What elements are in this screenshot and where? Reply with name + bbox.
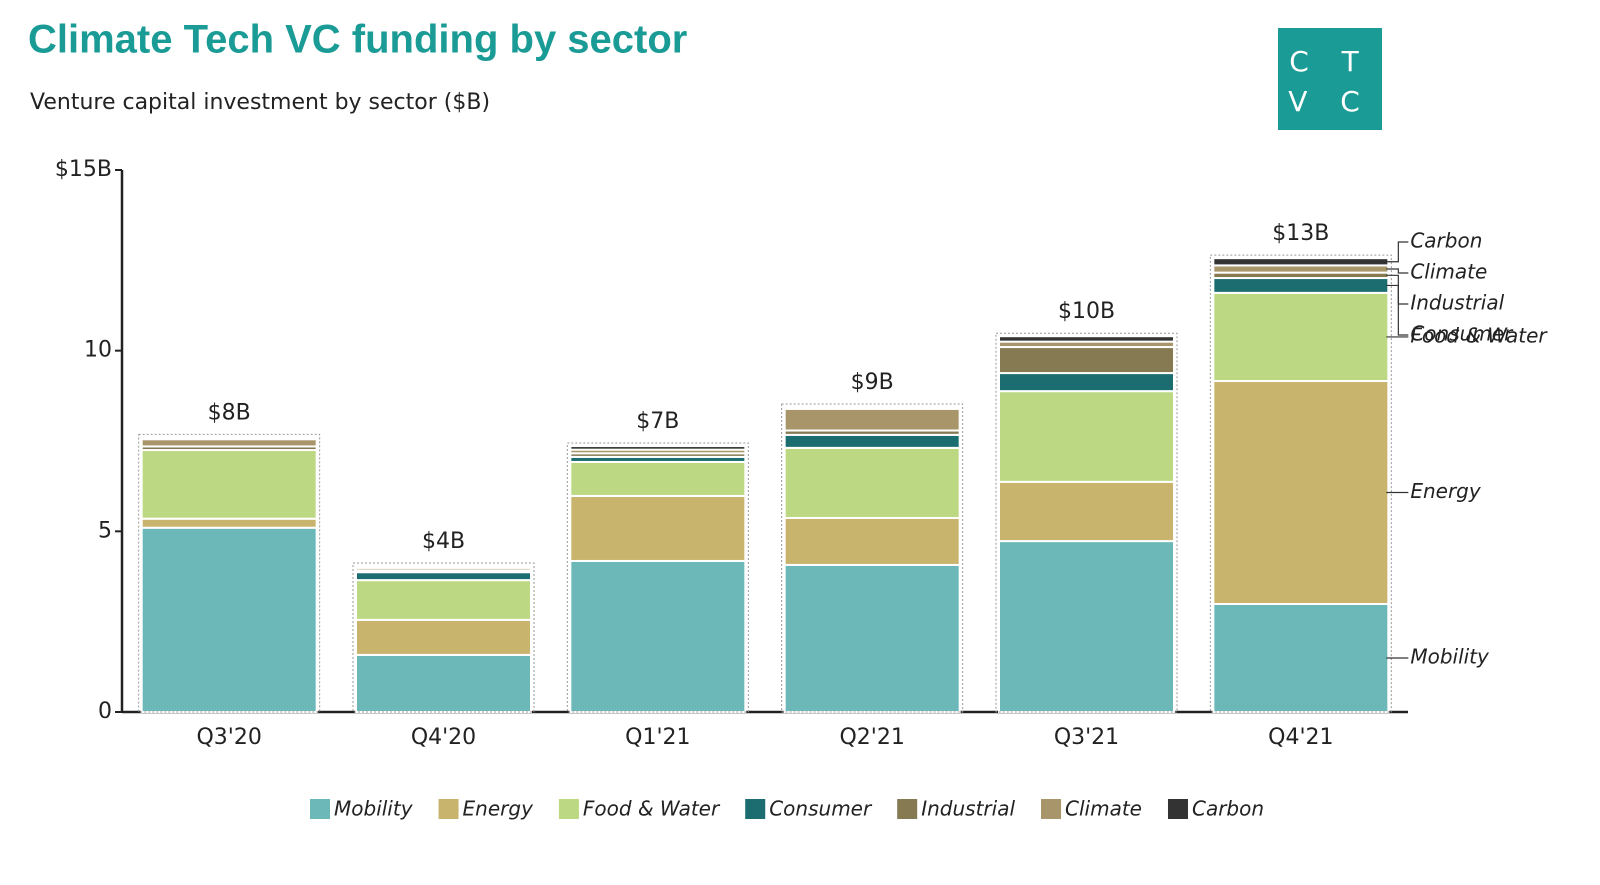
bar-segment — [783, 406, 961, 410]
label-connector — [1386, 268, 1409, 274]
bar-segment — [783, 433, 961, 449]
legend-label: Carbon — [1192, 797, 1264, 821]
legend-swatch — [310, 799, 330, 819]
y-tick-label: 5 — [98, 518, 112, 543]
total-label: $4B — [422, 529, 465, 554]
total-label: $13B — [1272, 221, 1329, 246]
total-label: $7B — [636, 409, 679, 434]
bar-segment — [140, 449, 318, 520]
y-tick-label: 0 — [98, 699, 112, 724]
x-tick-label: Q3'21 — [1054, 725, 1119, 750]
legend-swatch — [438, 799, 459, 819]
legend-swatch — [897, 799, 918, 819]
bar-segment — [140, 526, 318, 713]
label-connector — [1386, 274, 1409, 305]
logo-text: V C — [1288, 85, 1372, 118]
legend-label: Energy — [463, 797, 535, 821]
bar-outline — [138, 433, 321, 713]
bar-segment — [1212, 277, 1390, 294]
series-label: Mobility — [1410, 644, 1490, 668]
legend-swatch — [558, 799, 579, 819]
bar-outline — [1209, 254, 1392, 713]
legend-swatch — [1041, 799, 1062, 819]
bar-segment — [355, 579, 532, 621]
x-tick-label: Q4'21 — [1268, 725, 1333, 750]
legend-label: Climate — [1065, 797, 1142, 821]
legend-swatch — [1167, 799, 1188, 819]
x-tick-label: Q4'20 — [411, 725, 476, 750]
series-label: Consumer — [1410, 322, 1514, 346]
x-tick-label: Q2'21 — [839, 725, 904, 750]
bar-segment — [783, 516, 961, 566]
y-tick-label: $15B — [55, 157, 112, 182]
bar-segment — [355, 618, 532, 656]
chart-title: Climate Tech VC funding by sector — [28, 18, 687, 62]
chart-subtitle: Venture capital investment by sector ($B… — [30, 90, 490, 115]
bar-outline — [352, 562, 535, 713]
bar-segment — [140, 517, 318, 529]
bar-segment — [1212, 291, 1390, 383]
series-label: Industrial — [1410, 291, 1504, 315]
bar-segment — [355, 653, 532, 714]
legend-label: Mobility — [334, 797, 414, 821]
bar-segment — [569, 445, 747, 451]
bar-segment — [1212, 257, 1390, 267]
bar-segment — [998, 335, 1175, 343]
bar-segment — [998, 346, 1175, 375]
bar-segment — [783, 563, 961, 713]
bar-segment — [355, 565, 532, 569]
legend-swatch — [745, 799, 766, 819]
bar-segment — [998, 480, 1175, 543]
bar-segment — [140, 438, 318, 448]
bar-segment — [569, 494, 747, 562]
bar-segment — [355, 571, 532, 582]
bar-segment — [569, 559, 747, 713]
bar-segment — [783, 407, 961, 432]
total-label: $10B — [1058, 299, 1115, 324]
series-label: Energy — [1410, 479, 1482, 503]
label-connector — [1386, 284, 1409, 336]
bar-segment — [569, 460, 747, 497]
logo — [1278, 28, 1382, 130]
x-tick-label: Q1'21 — [625, 725, 690, 750]
y-tick-label: 10 — [84, 338, 112, 363]
bar-segment — [1212, 380, 1390, 605]
label-connector — [1386, 241, 1409, 263]
bar-segment — [783, 446, 961, 519]
legend-label: Industrial — [921, 797, 1015, 821]
bar-segment — [998, 372, 1175, 393]
bar-segment — [1212, 602, 1390, 713]
series-label: Climate — [1410, 260, 1487, 284]
legend-label: Food & Water — [583, 797, 721, 821]
x-tick-label: Q3'20 — [196, 725, 261, 750]
bar-segment — [140, 436, 318, 441]
bar-segment — [998, 540, 1175, 714]
total-label: $8B — [208, 400, 251, 425]
logo-text: C T — [1289, 45, 1371, 78]
legend-label: Consumer — [769, 797, 873, 821]
bar-outline — [566, 442, 749, 713]
series-label: Food & Water — [1410, 323, 1548, 347]
total-label: $9B — [851, 370, 894, 395]
series-label: Carbon — [1410, 229, 1482, 253]
bar-segment — [998, 390, 1175, 483]
bar-segment — [1212, 264, 1390, 274]
